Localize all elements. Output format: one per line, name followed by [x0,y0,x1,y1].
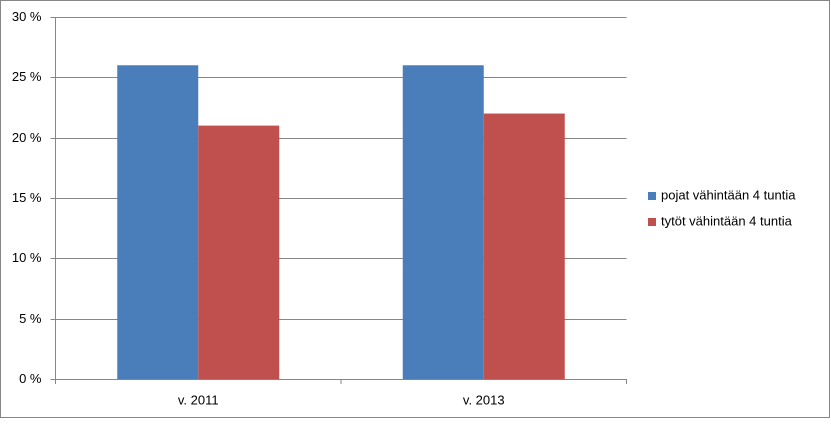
y-tick-label: 5 % [19,311,42,326]
legend-label: tytöt vähintään 4 tuntia [661,213,793,228]
y-tick-label: 25 % [12,69,42,84]
bar [483,113,565,380]
bar [117,65,199,380]
y-tick-label: 15 % [12,190,42,205]
y-tick-label: 10 % [12,250,42,265]
bar [402,65,484,380]
legend-swatch [648,218,656,226]
x-tick-label: v. 2013 [463,392,505,407]
y-tick-label: 0 % [19,371,42,386]
legend-swatch [648,192,656,200]
bar [198,125,280,379]
y-tick-label: 30 % [12,9,42,24]
x-tick-label: v. 2011 [178,392,219,407]
y-tick-label: 20 % [12,130,42,145]
legend-label: pojat vähintään 4 tuntia [661,187,796,202]
